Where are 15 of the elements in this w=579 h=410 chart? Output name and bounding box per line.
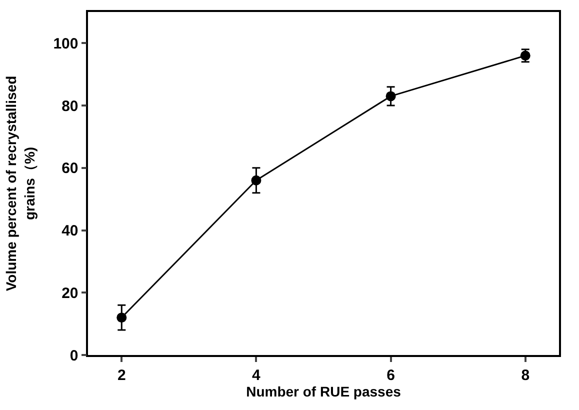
x-tick-label: 2 — [117, 366, 126, 384]
point — [116, 312, 127, 323]
point — [386, 91, 396, 102]
y-tick-label: 80 — [62, 98, 78, 115]
y-tick-label: 100 — [53, 35, 78, 52]
x-tick-label: 6 — [386, 366, 395, 384]
x-tick-label: 8 — [521, 366, 530, 384]
y-tick-label: 0 — [70, 347, 78, 364]
y-tick-label: 60 — [62, 160, 78, 178]
x-axis-title: Number of RUE passes — [246, 384, 402, 400]
y-axis-title: Volume percent of recrystallised grains（%) — [3, 76, 38, 292]
y-tick-label: 40 — [62, 222, 78, 240]
x-tick-label: 4 — [252, 366, 262, 384]
y-tick-label: 20 — [62, 284, 78, 302]
point — [251, 175, 262, 186]
